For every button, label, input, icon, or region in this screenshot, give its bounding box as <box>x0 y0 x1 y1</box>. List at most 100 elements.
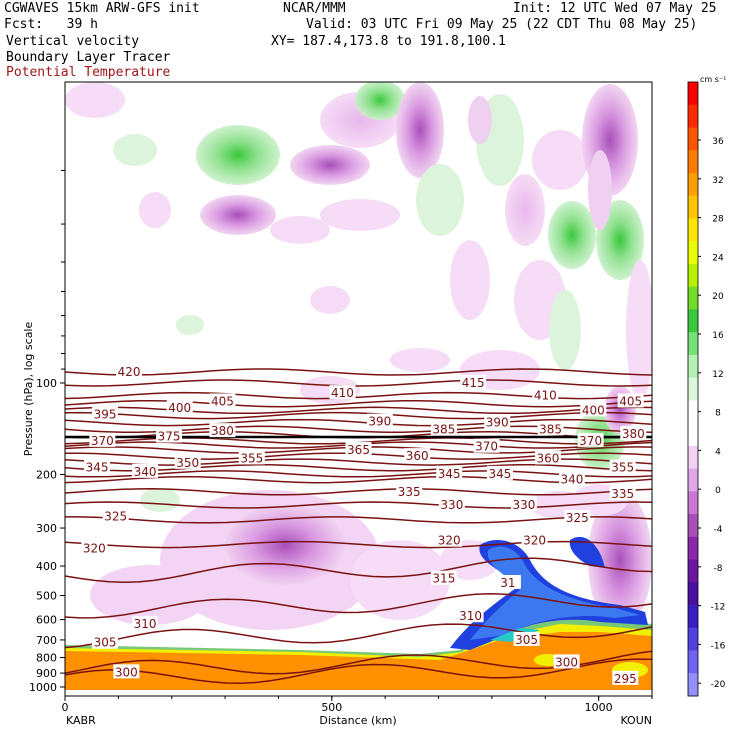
theta-contour-320 <box>65 540 652 549</box>
contour-label-bg <box>92 406 119 421</box>
theta-contour-395 <box>65 411 652 420</box>
colorbar-label--20: -20 <box>711 680 726 690</box>
theta-contour-310 <box>65 593 652 619</box>
forecast-hour: Fcst: 39 h <box>4 17 98 32</box>
contour-label-305: 305 <box>515 633 538 647</box>
contour-label-410: 410 <box>534 389 557 403</box>
contour-label-340: 340 <box>561 473 584 487</box>
contour-label-420: 420 <box>118 365 141 379</box>
colorbar-swatch <box>688 673 698 697</box>
field-vertical-velocity: Vertical velocity <box>6 34 140 49</box>
contour-label-360: 360 <box>406 449 429 463</box>
colorbar-swatch <box>688 536 698 561</box>
contour-label-345: 345 <box>438 467 461 481</box>
colorbar-label-28: 28 <box>712 215 724 225</box>
model-title: CGWAVES 15km ARW-GFS init <box>4 1 200 16</box>
y-axis-label: Pressure (hPa), log scale <box>22 322 35 457</box>
contour-label-bg <box>92 634 119 649</box>
x-tick-label-500: 500 <box>321 701 342 714</box>
plot-frame <box>64 81 653 697</box>
colorbar-swatch <box>688 218 698 242</box>
colorbar-swatch <box>688 104 698 128</box>
contour-label-bg <box>404 448 431 463</box>
contour-label-bg <box>521 532 548 547</box>
y-tick-label-200: 200 <box>36 469 57 482</box>
theta-contour-385 <box>65 425 652 434</box>
contour-label-bg <box>132 463 159 478</box>
contour-label-bg <box>209 393 236 408</box>
colorbar-label--16: -16 <box>711 641 726 651</box>
colorbar-swatch <box>688 309 698 333</box>
colorbar-swatch <box>688 377 698 401</box>
theta-contour-350 <box>65 464 652 472</box>
theta-contour-315 <box>65 557 652 584</box>
colorbar-swatch <box>688 263 698 288</box>
contour-label-bg <box>436 532 463 547</box>
contour-label-bg <box>460 375 487 389</box>
colorbar-swatch <box>688 491 698 515</box>
contour-label-370: 370 <box>475 440 498 454</box>
contour-label-300: 300 <box>555 655 578 669</box>
contour-label-370: 370 <box>579 434 602 448</box>
colorbar-label-24: 24 <box>712 253 724 263</box>
contour-label-320: 320 <box>438 534 461 548</box>
contour-label-bg <box>430 421 457 436</box>
contour-label-bg <box>534 450 561 465</box>
colorbar-swatch <box>688 605 698 629</box>
x-axis-ticks: 0 500 1000 <box>62 696 653 714</box>
contour-label-bg <box>102 508 129 523</box>
y-tick-label-700: 700 <box>36 634 57 647</box>
y-tick-label-600: 600 <box>36 614 57 627</box>
contour-label-bg <box>510 497 537 512</box>
contour-label-355: 355 <box>240 451 263 465</box>
contour-label-375: 375 <box>158 430 181 444</box>
x-left-station: KABR <box>66 714 96 727</box>
contour-label-bg <box>84 459 111 474</box>
colorbar-swatch <box>688 354 698 379</box>
colorbar-swatch <box>688 127 698 151</box>
contour-label-340: 340 <box>134 465 157 479</box>
theta-contours <box>65 368 652 684</box>
theta-contour-405 <box>65 399 652 408</box>
contour-label-390: 390 <box>368 415 391 429</box>
colorbar-label-36: 36 <box>712 137 724 147</box>
colorbar-label-8: 8 <box>715 409 721 419</box>
contour-label-335: 335 <box>398 485 421 499</box>
cross-section-xy: XY= 187.4,173.8 to 191.8,100.1 <box>271 34 506 49</box>
contour-label-325: 325 <box>104 510 127 524</box>
colorbar-swatch <box>688 82 698 106</box>
contour-label-bg <box>156 428 183 443</box>
init-time: Init: 12 UTC Wed 07 May 25 <box>513 1 717 16</box>
contour-label-bg <box>486 465 513 480</box>
theta-contour-325 <box>65 516 652 524</box>
contour-label-bg <box>513 631 540 646</box>
contour-label-370: 370 <box>91 434 114 448</box>
colorbar-swatch <box>688 514 698 538</box>
theta-contour-345 <box>65 470 652 478</box>
colorbar-swatch <box>688 172 698 197</box>
contour-label-385: 385 <box>539 422 562 436</box>
contour-label-400: 400 <box>168 401 191 415</box>
colorbar-swatch <box>688 195 698 219</box>
contour-label-380: 380 <box>211 424 234 438</box>
contour-label-415: 415 <box>462 376 485 390</box>
contour-label-320: 320 <box>83 541 106 555</box>
contour-label-bg <box>345 441 372 456</box>
contour-label-bg <box>580 402 607 417</box>
contour-label-bg <box>166 400 193 415</box>
colorbar-label--8: -8 <box>714 564 723 574</box>
contour-label-bg <box>209 423 236 438</box>
colorbar-swatch <box>688 559 698 583</box>
contour-label-330: 330 <box>440 498 463 512</box>
theta-contour-400 <box>65 406 652 415</box>
colorbar-swatch <box>688 468 698 492</box>
contour-label-345: 345 <box>86 461 109 475</box>
colorbar-label-32: 32 <box>712 176 723 186</box>
theta-contour-295 <box>65 658 652 684</box>
contour-label-bg <box>438 497 465 512</box>
contour-label-320: 320 <box>523 534 546 548</box>
contour-label-bg <box>494 575 521 590</box>
contour-label-31: 31 <box>500 576 515 590</box>
contour-label-bg <box>436 465 463 480</box>
